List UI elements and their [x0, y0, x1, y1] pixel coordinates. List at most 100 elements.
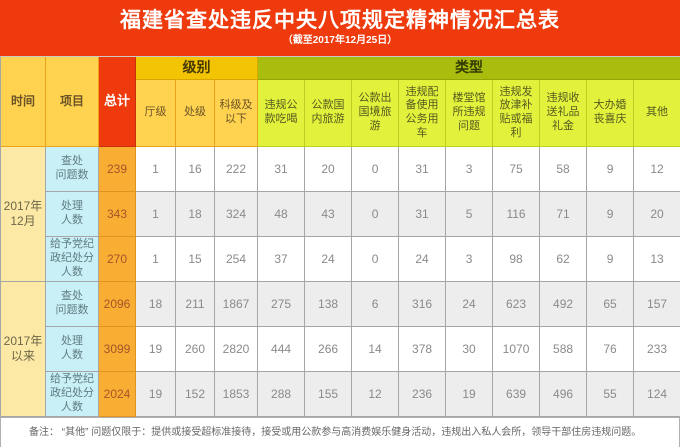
value-cell: 31: [258, 147, 306, 192]
value-cell: 124: [634, 372, 680, 417]
group-header-type: 类型: [258, 57, 680, 80]
value-cell: 233: [634, 327, 680, 372]
row-label: 处理 人数: [46, 327, 99, 372]
value-cell: 24: [399, 237, 447, 282]
value-cell: 254: [215, 237, 259, 282]
group-header-level: 级别: [136, 57, 259, 80]
col-header-type-7: 大办婚 丧喜庆: [587, 80, 635, 147]
total-value: 2096: [99, 282, 136, 327]
col-header-type-1: 公款国 内旅游: [305, 80, 353, 147]
value-cell: 236: [399, 372, 447, 417]
value-cell: 6: [352, 282, 400, 327]
value-cell: 31: [399, 192, 447, 237]
value-cell: 211: [176, 282, 215, 327]
page-title: 福建省查处违反中央八项规定精神情况汇总表: [120, 9, 560, 32]
value-cell: 9: [587, 147, 635, 192]
col-header-level-0: 厅级: [136, 80, 176, 147]
period-cell: 2017年 以来: [1, 282, 46, 417]
value-cell: 324: [215, 192, 259, 237]
value-cell: 16: [176, 147, 215, 192]
col-header-total: 总计: [99, 57, 136, 147]
col-header-level-2: 科级及 以下: [215, 80, 259, 147]
value-cell: 43: [305, 192, 353, 237]
value-cell: 12: [634, 147, 680, 192]
value-cell: 378: [399, 327, 447, 372]
value-cell: 58: [540, 147, 588, 192]
value-cell: 20: [305, 147, 353, 192]
value-cell: 19: [446, 372, 494, 417]
value-cell: 288: [258, 372, 306, 417]
row-label: 给予党纪 政纪处分 人数: [46, 372, 99, 417]
summary-table: 时间 项目 总计 级别 类型 厅级 处级 科级及 以下 违规公 款吃喝 公款国 …: [0, 56, 680, 417]
col-header-type-0: 违规公 款吃喝: [258, 80, 306, 147]
col-header-type-3: 违规配 备使用 公务用 车: [399, 80, 447, 147]
value-cell: 37: [258, 237, 306, 282]
value-cell: 3: [446, 237, 494, 282]
value-cell: 98: [493, 237, 541, 282]
value-cell: 15: [176, 237, 215, 282]
value-cell: 71: [540, 192, 588, 237]
value-cell: 266: [305, 327, 353, 372]
value-cell: 5: [446, 192, 494, 237]
value-cell: 18: [176, 192, 215, 237]
value-cell: 1: [136, 237, 176, 282]
table-row: 2017年 以来 查处 问题数 2096 18 211 1867 275 138…: [1, 282, 680, 417]
value-cell: 55: [587, 372, 635, 417]
value-cell: 19: [136, 327, 176, 372]
value-cell: 48: [258, 192, 306, 237]
total-value: 2024: [99, 372, 136, 417]
row-label: 给予党纪 政纪处分 人数: [46, 237, 99, 282]
col-header-level-1: 处级: [176, 80, 215, 147]
table-row: 2017年 12月 查处 问题数 239 1 16 222 31 20 0 31…: [1, 147, 680, 282]
value-cell: 1: [136, 192, 176, 237]
value-cell: 9: [587, 192, 635, 237]
period-cell: 2017年 12月: [1, 147, 46, 282]
value-cell: 18: [136, 282, 176, 327]
value-cell: 14: [352, 327, 400, 372]
row-label: 查处 问题数: [46, 282, 99, 327]
value-cell: 316: [399, 282, 447, 327]
value-cell: 138: [305, 282, 353, 327]
value-cell: 75: [493, 147, 541, 192]
footnote: 备注： “其他” 问题仅限于：提供或接受超标准接待，接受或用公款参与高消费娱乐健…: [0, 417, 680, 447]
title-banner: 福建省查处违反中央八项规定精神情况汇总表 （截至2017年12月25日）: [0, 0, 680, 56]
col-header-time: 时间: [1, 57, 46, 147]
header-band-row: 时间 项目 总计 级别 类型: [1, 57, 680, 147]
value-cell: 0: [352, 147, 400, 192]
value-cell: 9: [587, 237, 635, 282]
value-cell: 0: [352, 192, 400, 237]
value-cell: 623: [493, 282, 541, 327]
value-cell: 260: [176, 327, 215, 372]
col-header-type-4: 楼堂馆 所违规 问题: [446, 80, 494, 147]
col-header-type-6: 违规收 送礼品 礼金: [540, 80, 588, 147]
value-cell: 152: [176, 372, 215, 417]
value-cell: 31: [399, 147, 447, 192]
table-row: 处理 人数 3099 19 260 2820 444 266 14 378 30…: [1, 327, 680, 372]
table-row: 处理 人数 343 1 18 324 48 43 0 31 5 116 71 9…: [1, 192, 680, 237]
value-cell: 1867: [215, 282, 259, 327]
page-subtitle: （截至2017年12月25日）: [282, 35, 398, 46]
value-cell: 116: [493, 192, 541, 237]
value-cell: 275: [258, 282, 306, 327]
value-cell: 155: [305, 372, 353, 417]
value-cell: 76: [587, 327, 635, 372]
value-cell: 65: [587, 282, 635, 327]
total-value: 343: [99, 192, 136, 237]
col-header-type-5: 违规发 放津补 贴或福 利: [493, 80, 541, 147]
value-cell: 12: [352, 372, 400, 417]
value-cell: 588: [540, 327, 588, 372]
value-cell: 62: [540, 237, 588, 282]
value-cell: 0: [352, 237, 400, 282]
table-row: 给予党纪 政纪处分 人数 270 1 15 254 37 24 0 24 3 9…: [1, 237, 680, 282]
value-cell: 24: [305, 237, 353, 282]
value-cell: 1070: [493, 327, 541, 372]
value-cell: 157: [634, 282, 680, 327]
col-header-item: 项目: [46, 57, 99, 147]
total-value: 239: [99, 147, 136, 192]
total-value: 270: [99, 237, 136, 282]
value-cell: 2820: [215, 327, 259, 372]
value-cell: 222: [215, 147, 259, 192]
value-cell: 20: [634, 192, 680, 237]
value-cell: 30: [446, 327, 494, 372]
